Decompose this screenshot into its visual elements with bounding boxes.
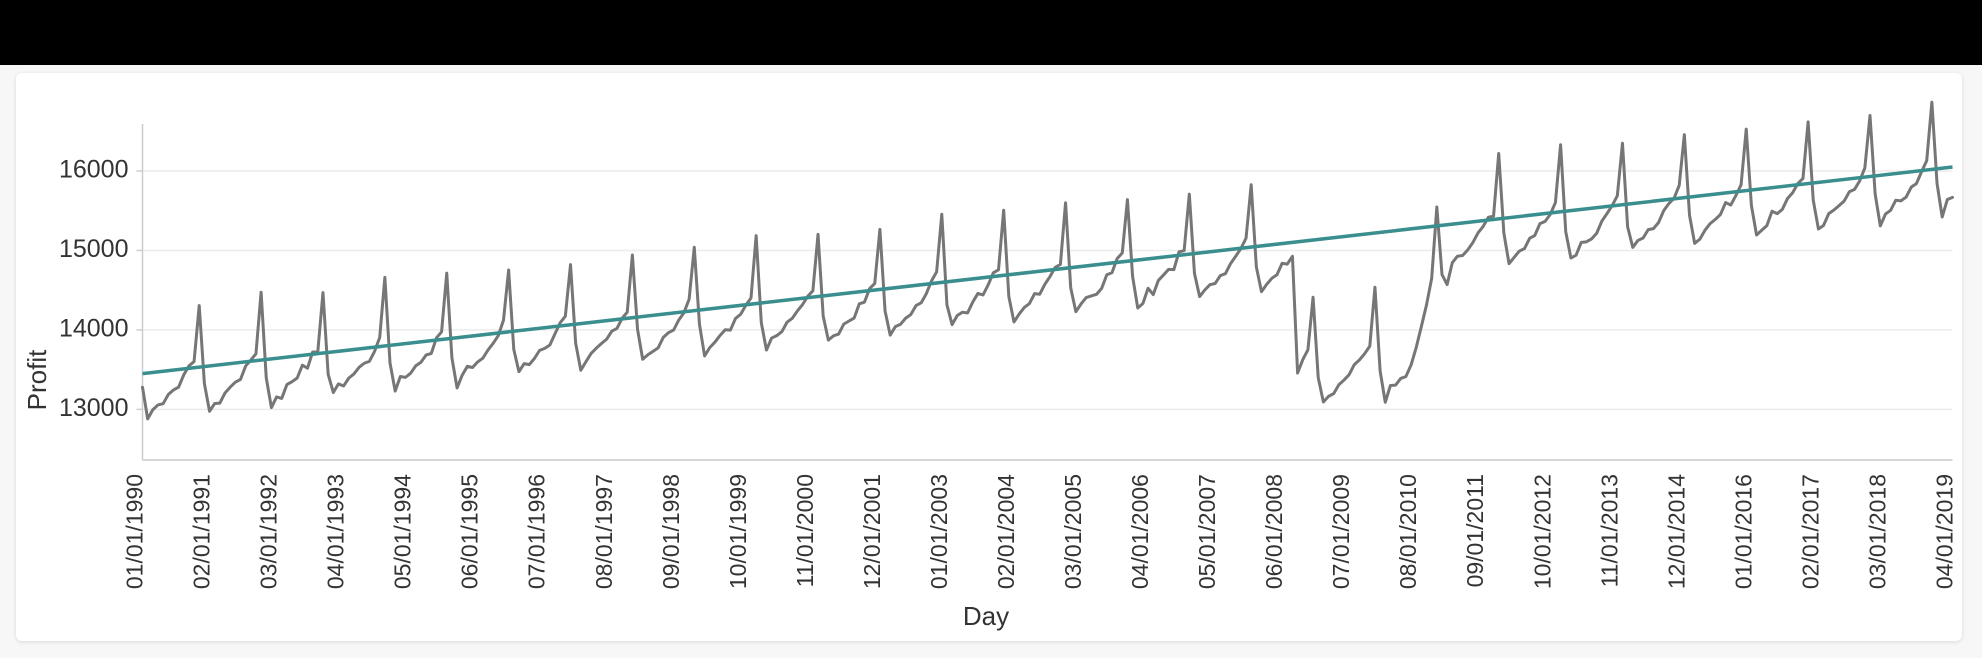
svg-text:01/01/2003: 01/01/2003	[926, 474, 952, 589]
svg-text:04/01/2006: 04/01/2006	[1127, 474, 1153, 589]
svg-text:02/01/2017: 02/01/2017	[1797, 474, 1823, 589]
svg-text:04/01/2019: 04/01/2019	[1932, 474, 1958, 589]
svg-text:10/01/2012: 10/01/2012	[1529, 474, 1555, 589]
svg-text:01/01/1990: 01/01/1990	[122, 474, 148, 589]
svg-text:08/01/2010: 08/01/2010	[1395, 474, 1421, 589]
svg-text:05/01/1994: 05/01/1994	[390, 474, 416, 589]
svg-text:Profit: Profit	[22, 349, 52, 410]
svg-text:09/01/1998: 09/01/1998	[658, 474, 684, 589]
svg-text:03/01/1992: 03/01/1992	[256, 474, 282, 589]
svg-text:06/01/1995: 06/01/1995	[457, 474, 483, 589]
svg-text:02/01/2004: 02/01/2004	[993, 474, 1019, 589]
svg-text:10/01/1999: 10/01/1999	[725, 474, 751, 589]
svg-text:07/01/1996: 07/01/1996	[524, 474, 550, 589]
svg-text:16000: 16000	[59, 156, 129, 184]
svg-text:08/01/1997: 08/01/1997	[591, 474, 617, 589]
svg-text:05/01/2007: 05/01/2007	[1194, 474, 1220, 589]
svg-text:11/01/2000: 11/01/2000	[792, 474, 818, 587]
svg-text:09/01/2011: 09/01/2011	[1462, 474, 1488, 587]
svg-text:07/01/2009: 07/01/2009	[1328, 474, 1354, 589]
svg-text:14000: 14000	[59, 315, 129, 343]
svg-text:Day: Day	[963, 601, 1009, 631]
svg-text:02/01/1991: 02/01/1991	[189, 474, 215, 589]
svg-text:15000: 15000	[59, 235, 129, 263]
svg-text:11/01/2013: 11/01/2013	[1596, 474, 1622, 587]
svg-text:03/01/2018: 03/01/2018	[1864, 474, 1890, 589]
svg-text:12/01/2001: 12/01/2001	[859, 474, 885, 589]
svg-text:04/01/1993: 04/01/1993	[323, 474, 349, 589]
svg-text:03/01/2005: 03/01/2005	[1060, 474, 1086, 589]
svg-text:01/01/2016: 01/01/2016	[1730, 474, 1756, 589]
svg-text:13000: 13000	[59, 394, 129, 422]
svg-text:12/01/2014: 12/01/2014	[1663, 474, 1689, 589]
svg-text:06/01/2008: 06/01/2008	[1261, 474, 1287, 589]
